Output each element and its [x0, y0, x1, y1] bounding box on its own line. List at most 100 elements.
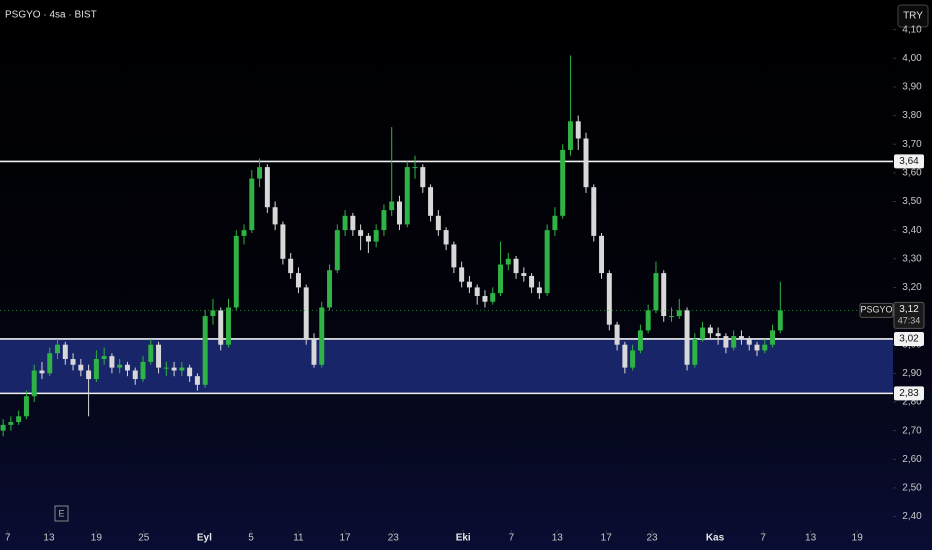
candle-body	[62, 344, 68, 360]
candle-body	[233, 235, 239, 308]
candle-body	[31, 370, 37, 397]
candle-body	[163, 367, 169, 369]
candle-body	[226, 307, 231, 345]
candle-body	[591, 187, 597, 236]
candle-body	[451, 244, 457, 268]
candle-body	[156, 344, 162, 368]
candle-body	[676, 310, 682, 317]
candle-body	[731, 336, 737, 348]
x-tick-label: Eyl	[197, 533, 212, 544]
y-tick-label: 2,90	[902, 368, 922, 379]
level-label: 3,02	[899, 334, 919, 345]
x-tick-label: 17	[340, 533, 352, 544]
candle-body	[575, 121, 581, 139]
candle-body	[311, 338, 317, 365]
candle-body	[8, 422, 14, 425]
y-tick-label: 3,50	[902, 196, 922, 207]
x-tick-label: 7	[509, 533, 515, 544]
candle-body	[171, 367, 177, 371]
candle-body	[583, 138, 589, 188]
candle-body	[194, 376, 200, 385]
candle-body	[93, 359, 99, 380]
candle-body	[599, 235, 605, 274]
candle-body	[0, 424, 6, 431]
candle-body	[521, 273, 527, 276]
candle-body	[396, 201, 402, 225]
candle-body	[23, 396, 29, 417]
x-tick-label: 19	[852, 533, 864, 544]
candle-body	[754, 344, 760, 351]
candle-body	[723, 336, 729, 348]
candle-body	[637, 330, 643, 351]
last-price-label: 3,12	[899, 304, 919, 315]
level-label: 2,83	[899, 388, 919, 399]
candle-body	[777, 310, 783, 331]
x-tick-label: 25	[138, 533, 150, 544]
candle-body	[513, 258, 519, 274]
candle-body	[365, 235, 371, 242]
candle-body	[505, 258, 511, 265]
candle-body	[630, 350, 636, 368]
candle-body	[140, 361, 146, 380]
candle-body	[327, 270, 333, 308]
candle-body	[428, 187, 434, 216]
candle-body	[459, 267, 465, 282]
level-label-box	[894, 386, 924, 401]
candle-body	[39, 370, 45, 374]
y-tick-label: 3,40	[902, 225, 922, 236]
candle-body	[560, 149, 566, 216]
currency-label[interactable]: TRY	[903, 11, 923, 22]
candle-body	[536, 287, 542, 294]
candle-body	[622, 344, 628, 368]
candle-body	[295, 273, 301, 288]
candle-body	[435, 215, 441, 231]
candle-body	[529, 275, 535, 288]
currency-button[interactable]	[897, 4, 929, 28]
candle-body	[762, 344, 768, 351]
candle-body	[218, 310, 224, 345]
candle-body	[606, 273, 612, 325]
candle-body	[187, 367, 193, 377]
chart-title: PSGYO · 4sa · BIST	[5, 10, 97, 21]
candle-body	[342, 215, 348, 231]
candle-body	[272, 207, 278, 225]
candle-body	[280, 224, 286, 259]
candle-body	[358, 230, 364, 236]
event-marker[interactable]: E	[58, 508, 64, 518]
candle-body	[567, 121, 573, 150]
x-tick-label: 7	[760, 533, 766, 544]
x-tick-label: 7	[5, 533, 11, 544]
x-tick-label: Kas	[706, 533, 725, 544]
candle-body	[474, 287, 480, 297]
candle-body	[653, 273, 659, 311]
candle-body	[319, 307, 325, 365]
candle-body	[389, 201, 395, 211]
y-tick-label: 3,70	[902, 139, 922, 150]
event-marker-box[interactable]	[54, 505, 69, 522]
level-label-box	[894, 154, 924, 169]
candle-body	[334, 230, 340, 271]
candle-body	[350, 215, 356, 231]
level-label-box	[894, 331, 924, 346]
candle-body	[498, 264, 504, 294]
y-tick-label: 2,80	[902, 397, 922, 408]
candle-body	[249, 178, 255, 231]
candle-body	[101, 356, 107, 360]
level-label: 3,64	[899, 156, 919, 167]
candle-body	[443, 230, 449, 245]
candle-body	[148, 344, 154, 362]
candle-body	[264, 167, 270, 208]
x-tick-label: Eki	[456, 533, 471, 544]
symbol-tag-box	[859, 302, 894, 318]
candle-body	[117, 364, 123, 368]
candle-body	[466, 281, 472, 288]
candle-body	[692, 338, 698, 365]
candle-body	[645, 310, 651, 331]
candle-body	[614, 324, 620, 345]
candle-body	[241, 230, 247, 236]
symbol-tag: PSGYO	[860, 305, 892, 315]
y-tick-label: 2,50	[902, 483, 922, 494]
x-tick-label: 23	[388, 533, 400, 544]
candle-body	[420, 167, 426, 188]
